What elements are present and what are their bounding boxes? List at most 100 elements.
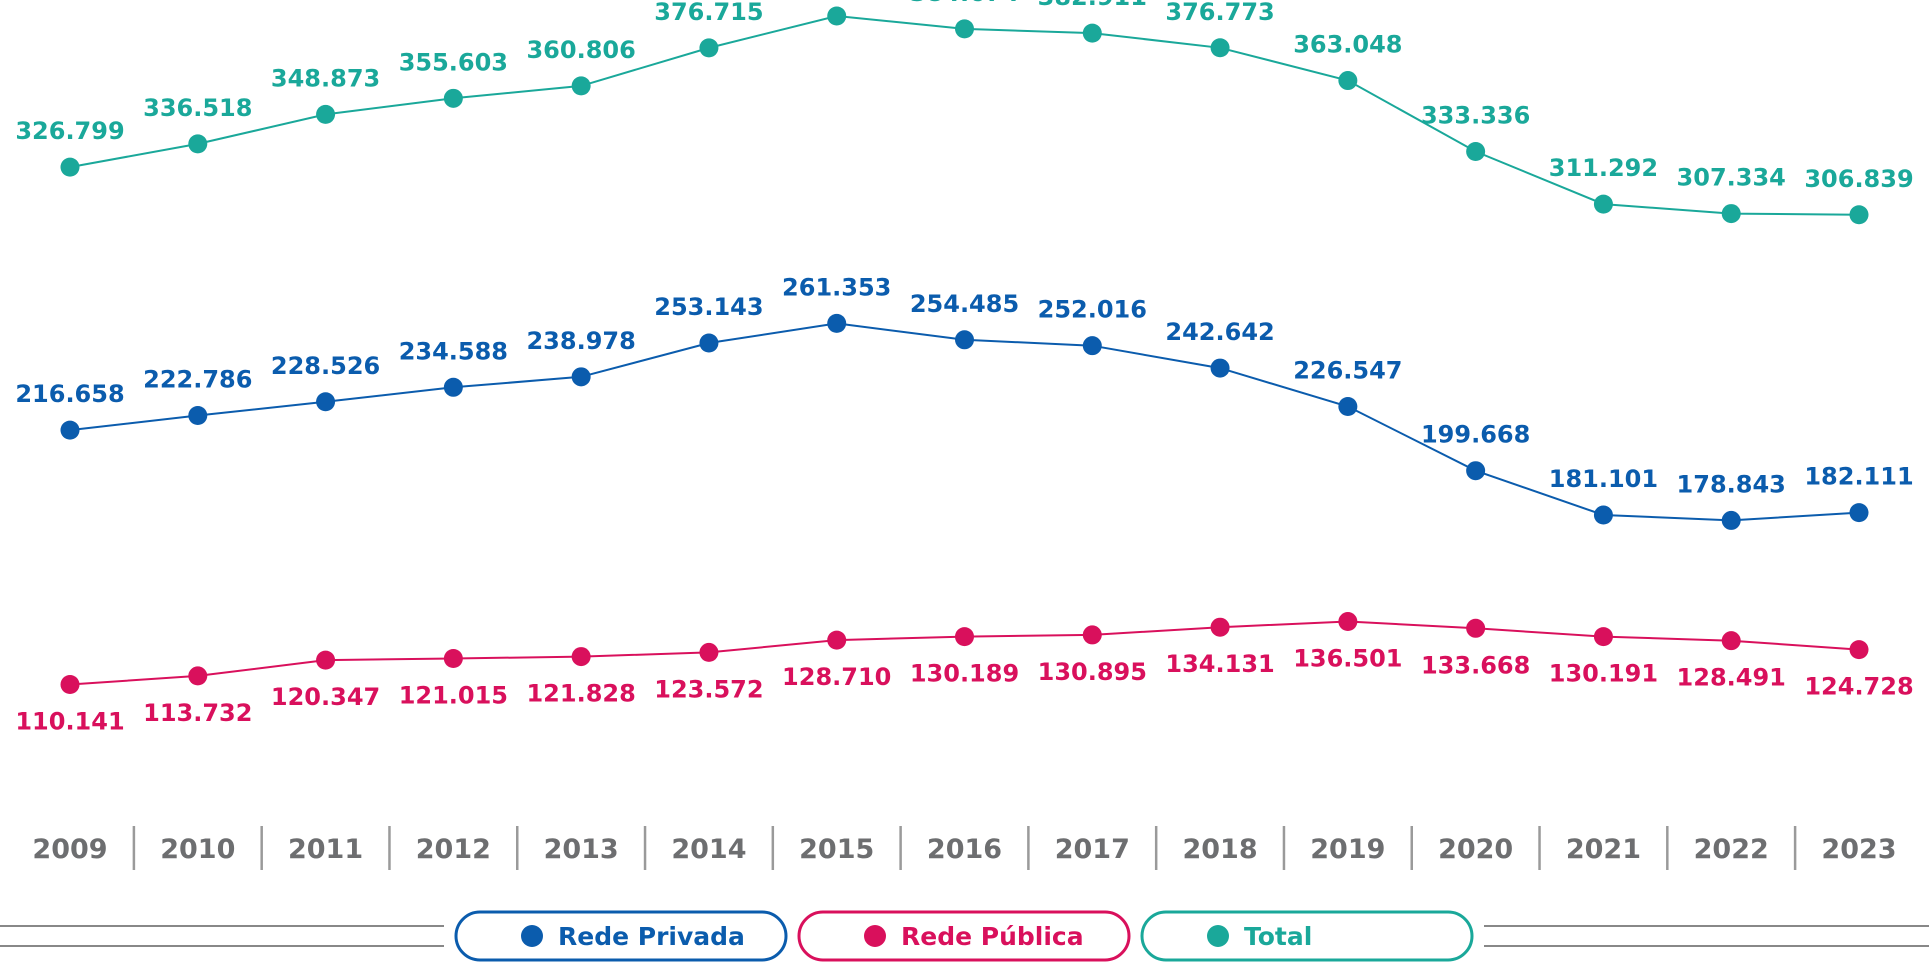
- legend-label-rede-privada: Rede Privada: [558, 922, 745, 951]
- data-label-rede-privada-2018: 242.642: [1165, 318, 1274, 346]
- data-point-total-2015: [827, 6, 847, 26]
- data-point-total-2013: [571, 76, 591, 96]
- data-point-total-2022: [1721, 204, 1741, 224]
- data-label-total-2009: 326.799: [15, 117, 124, 145]
- data-label-rede-privada-2011: 228.526: [271, 352, 380, 380]
- data-point-rede-privada-2012: [443, 377, 463, 397]
- x-tick-label-2016: 2016: [927, 834, 1002, 865]
- legend-label-total: Total: [1244, 922, 1312, 951]
- x-tick-label-2018: 2018: [1182, 834, 1257, 865]
- data-label-total-2013: 360.806: [526, 36, 635, 64]
- series-total: 326.799 336.518 348.873 355.603 360.806 376.7…: [15, 0, 1914, 225]
- data-point-total-2023: [1849, 205, 1869, 225]
- data-label-rede-privada-2021: 181.101: [1549, 465, 1658, 493]
- data-point-total-2021: [1593, 194, 1613, 214]
- data-label-total-2018: 376.773: [1165, 0, 1274, 26]
- data-label-rede-publica-2011: 120.347: [271, 683, 380, 711]
- legend-marker-rede-privada: [521, 925, 543, 947]
- series-rede-publica: 110.141 113.732 120.347 121.015 121.828 123.5…: [15, 612, 1914, 735]
- data-point-rede-publica-2015: [827, 630, 847, 650]
- data-point-total-2014: [699, 38, 719, 58]
- data-point-rede-publica-2021: [1593, 627, 1613, 647]
- x-tick-label-2022: 2022: [1694, 834, 1769, 865]
- data-point-rede-publica-2014: [699, 642, 719, 662]
- x-tick-label-2020: 2020: [1438, 834, 1513, 865]
- x-tick-label-2017: 2017: [1055, 834, 1130, 865]
- data-label-rede-publica-2016: 130.189: [910, 660, 1019, 688]
- data-point-rede-publica-2013: [571, 647, 591, 667]
- data-label-rede-publica-2013: 121.828: [526, 680, 635, 708]
- data-label-rede-privada-2020: 199.668: [1421, 421, 1530, 449]
- data-label-total-2016: 384.674: [910, 0, 1019, 7]
- data-label-rede-privada-2009: 216.658: [15, 380, 124, 408]
- legend-marker-total: [1207, 925, 1229, 947]
- data-point-rede-publica-2022: [1721, 631, 1741, 651]
- series-rede-privada: 216.658 222.786 228.526 234.588 238.978 253.1…: [15, 273, 1914, 530]
- data-point-rede-privada-2016: [955, 330, 974, 350]
- data-point-rede-publica-2010: [188, 666, 208, 686]
- data-label-rede-publica-2010: 113.732: [143, 699, 252, 727]
- data-point-rede-privada-2014: [699, 333, 719, 353]
- legend-box-rede-publica: [797, 910, 1131, 962]
- data-point-rede-publica-2011: [316, 650, 336, 670]
- data-point-rede-privada-2021: [1593, 505, 1613, 525]
- data-point-rede-publica-2009: [60, 674, 80, 694]
- data-label-rede-publica-2020: 133.668: [1421, 651, 1530, 679]
- legend-item-total: Total: [1140, 910, 1474, 962]
- x-tick-label-2013: 2013: [544, 834, 619, 865]
- x-tick-label-2015: 2015: [799, 834, 874, 865]
- data-label-total-2011: 348.873: [271, 64, 380, 92]
- data-label-rede-privada-2019: 226.547: [1293, 357, 1402, 385]
- data-point-total-2010: [188, 134, 208, 154]
- data-label-rede-publica-2018: 134.131: [1165, 650, 1274, 678]
- data-label-rede-privada-2014: 253.143: [654, 293, 763, 321]
- data-point-rede-publica-2017: [1082, 625, 1102, 645]
- series-line-total: [69, 14, 1860, 216]
- data-label-rede-privada-2017: 252.016: [1038, 296, 1147, 324]
- data-point-rede-privada-2023: [1849, 503, 1869, 523]
- data-label-total-2021: 311.292: [1549, 154, 1658, 182]
- data-label-rede-privada-2016: 254.485: [910, 290, 1019, 318]
- data-point-rede-privada-2013: [571, 367, 591, 387]
- data-point-total-2017: [1082, 23, 1102, 43]
- data-point-total-2020: [1466, 141, 1486, 161]
- legend-label-rede-publica: Rede Pública: [901, 922, 1084, 951]
- data-label-total-2019: 363.048: [1293, 31, 1402, 59]
- data-point-total-2012: [443, 88, 463, 108]
- data-label-rede-publica-2017: 130.895: [1038, 658, 1147, 686]
- data-label-rede-privada-2015: 261.353: [782, 273, 891, 301]
- x-tick-label-2019: 2019: [1310, 834, 1385, 865]
- data-point-rede-privada-2009: [60, 420, 80, 440]
- data-point-total-2018: [1210, 38, 1230, 58]
- data-label-total-2012: 355.603: [399, 48, 508, 76]
- x-tick-label-2023: 2023: [1821, 834, 1896, 865]
- data-label-rede-publica-2021: 130.191: [1549, 660, 1658, 688]
- data-point-total-2019: [1338, 71, 1358, 91]
- data-point-rede-publica-2018: [1210, 617, 1230, 637]
- legend-marker-rede-publica: [864, 925, 886, 947]
- data-label-rede-publica-2015: 128.710: [782, 663, 891, 691]
- x-tick-label-2011: 2011: [288, 834, 363, 865]
- data-point-rede-privada-2015: [827, 313, 847, 333]
- x-tick-label-2009: 2009: [32, 834, 107, 865]
- data-point-total-2011: [316, 104, 336, 124]
- legend: Rede Privada Rede Pública Total: [0, 910, 1929, 962]
- data-point-rede-privada-2022: [1721, 510, 1741, 530]
- data-label-total-2014: 376.715: [654, 0, 763, 26]
- data-point-rede-privada-2020: [1466, 461, 1486, 481]
- legend-item-rede-publica: Rede Pública: [797, 910, 1131, 962]
- x-tick-label-2014: 2014: [671, 834, 746, 865]
- x-tick-label-2021: 2021: [1566, 834, 1641, 865]
- data-label-rede-publica-2014: 123.572: [654, 675, 763, 703]
- x-tick-label-2012: 2012: [416, 834, 491, 865]
- data-point-rede-privada-2018: [1210, 358, 1230, 378]
- x-axis: 2009 2010 2011 2012 2013 2014 2015 2016 2017 2018…: [32, 826, 1897, 870]
- data-label-rede-privada-2010: 222.786: [143, 365, 252, 393]
- data-label-rede-publica-2012: 121.015: [399, 682, 508, 710]
- data-label-rede-privada-2022: 178.843: [1677, 470, 1786, 498]
- data-label-rede-privada-2012: 234.588: [399, 337, 508, 365]
- legend-item-rede-privada: Rede Privada: [454, 910, 788, 962]
- data-label-rede-publica-2022: 128.491: [1677, 664, 1786, 692]
